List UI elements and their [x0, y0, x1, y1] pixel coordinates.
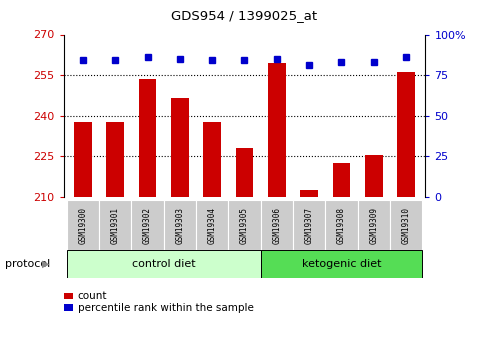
Text: GSM19305: GSM19305	[240, 207, 248, 244]
Text: GSM19304: GSM19304	[207, 207, 216, 244]
Bar	[196, 200, 228, 250]
Text: control diet: control diet	[132, 259, 195, 269]
Bar	[364, 155, 382, 197]
Text: count: count	[78, 292, 107, 301]
Bar	[228, 200, 260, 250]
Text: GSM19302: GSM19302	[143, 207, 152, 244]
Bar	[300, 190, 317, 197]
Bar	[99, 200, 131, 250]
Text: ketogenic diet: ketogenic diet	[301, 259, 381, 269]
Bar	[332, 163, 349, 197]
Bar	[260, 200, 292, 250]
Bar	[267, 63, 285, 197]
Bar	[131, 200, 163, 250]
Bar	[292, 200, 325, 250]
Text: GSM19300: GSM19300	[78, 207, 87, 244]
Text: GSM19306: GSM19306	[272, 207, 281, 244]
Text: GSM19303: GSM19303	[175, 207, 184, 244]
Text: GSM19301: GSM19301	[111, 207, 120, 244]
Bar	[389, 200, 421, 250]
Bar	[357, 200, 389, 250]
Bar	[325, 200, 357, 250]
Text: GSM19309: GSM19309	[368, 207, 377, 244]
Text: GDS954 / 1399025_at: GDS954 / 1399025_at	[171, 9, 317, 22]
Text: percentile rank within the sample: percentile rank within the sample	[78, 303, 253, 313]
Text: protocol: protocol	[5, 259, 50, 269]
Text: GSM19308: GSM19308	[336, 207, 345, 244]
Bar	[260, 250, 421, 278]
Bar	[139, 79, 156, 197]
Bar	[235, 148, 253, 197]
Bar	[106, 122, 124, 197]
Bar	[74, 122, 92, 197]
Bar	[67, 250, 260, 278]
Bar	[396, 72, 414, 197]
Text: ▶: ▶	[41, 259, 49, 269]
Bar	[163, 200, 196, 250]
Bar	[171, 98, 188, 197]
Bar	[67, 200, 99, 250]
Text: GSM19310: GSM19310	[401, 207, 410, 244]
Text: GSM19307: GSM19307	[304, 207, 313, 244]
Bar	[203, 122, 221, 197]
